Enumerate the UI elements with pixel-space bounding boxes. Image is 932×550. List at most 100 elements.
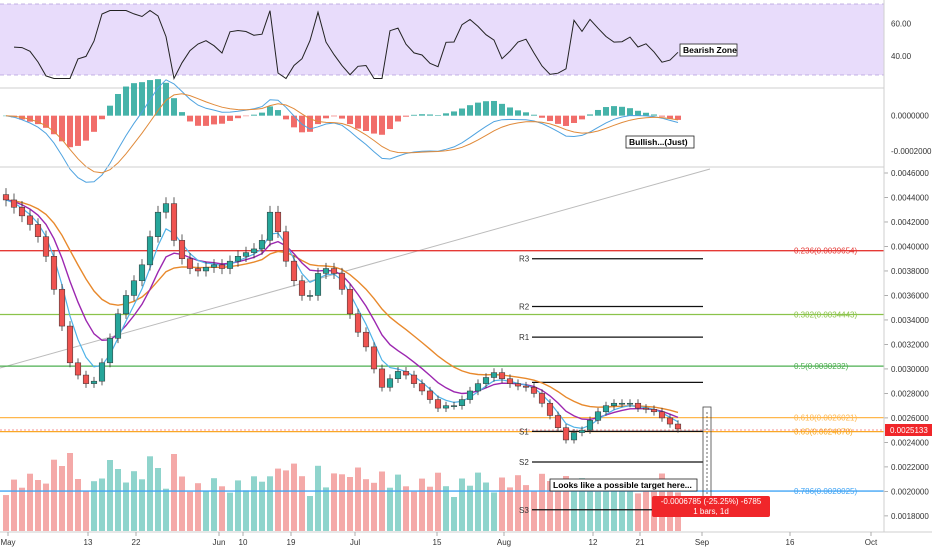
- candle-body: [562, 427, 570, 441]
- macd-histogram-bar: [27, 115, 33, 122]
- volume-bar: [339, 474, 345, 531]
- candle-body: [90, 380, 98, 384]
- rsi-axis-tick-label: 60.00: [891, 19, 912, 28]
- candle-body: [282, 231, 290, 262]
- macd-histogram-bar: [51, 115, 57, 135]
- price-axis-tick-label: 0.0030000: [891, 365, 929, 374]
- volume-bar: [267, 476, 273, 531]
- candle-body: [234, 256, 242, 262]
- volume-bar: [227, 492, 233, 531]
- volume-bar: [291, 463, 297, 531]
- volume-bar: [11, 479, 17, 531]
- macd-histogram-bar: [331, 115, 337, 117]
- price-axis-tick-label: 0.0044000: [891, 193, 929, 202]
- macd-histogram-bar: [459, 108, 465, 116]
- candle-body: [202, 267, 210, 272]
- volume-bar: [523, 485, 529, 531]
- macd-histogram-bar: [163, 82, 169, 116]
- fib-level-label: 0.236(0.0039654): [794, 247, 858, 256]
- target-annotation-box: [549, 478, 698, 492]
- pivot-level-label: R3: [519, 255, 530, 264]
- candle-body: [530, 387, 538, 394]
- volume-bar: [563, 476, 569, 531]
- volume-bar: [491, 492, 497, 531]
- x-axis-tick-label: Sep: [695, 538, 710, 547]
- candle-body: [570, 432, 578, 441]
- x-axis-tick-label: Aug: [497, 538, 511, 547]
- volume-bar: [59, 466, 65, 531]
- pivot-level-label: S2: [519, 458, 529, 467]
- candle-body: [602, 405, 610, 413]
- candle-body: [50, 256, 58, 290]
- macd-histogram-bar: [99, 115, 105, 120]
- macd-histogram-bar: [35, 115, 41, 125]
- macd-histogram-bar: [155, 79, 161, 116]
- macd-histogram-bar: [227, 115, 233, 121]
- x-axis-tick-label: 16: [786, 538, 795, 547]
- candle-body: [210, 264, 218, 268]
- candle-body: [410, 374, 418, 384]
- macd-histogram-bar: [571, 115, 577, 123]
- volume-bar: [147, 456, 153, 531]
- candle-body: [378, 368, 386, 388]
- macd-histogram-bar: [115, 93, 121, 116]
- macd-histogram-bar: [75, 115, 81, 146]
- rsi-annotation-box: [679, 43, 738, 57]
- volume-bar: [459, 478, 465, 531]
- pivot-level-label: R2: [519, 302, 530, 311]
- volume-bar: [251, 476, 257, 531]
- candle-body: [442, 405, 450, 409]
- macd-histogram-bar: [403, 115, 409, 117]
- measure-label-line-1: -0.0006785 (-25.25%) -6785: [661, 497, 762, 506]
- volume-bar: [595, 491, 601, 531]
- fib-level-label: 0.65(0.0024878): [794, 428, 853, 437]
- candle-body: [266, 211, 274, 241]
- volume-bar: [515, 475, 521, 531]
- volume-bar: [403, 486, 409, 531]
- candle-body: [162, 203, 170, 213]
- candle-body: [466, 390, 474, 400]
- volume-bar: [451, 497, 457, 531]
- volume-bar: [27, 473, 33, 531]
- macd-histogram-bar: [643, 112, 649, 116]
- macd-histogram-bar: [339, 115, 345, 119]
- candle-body: [626, 402, 634, 405]
- macd-histogram-bar: [67, 115, 73, 148]
- macd-histogram-bar: [171, 98, 177, 116]
- volume-bar: [307, 496, 313, 531]
- macd-histogram-bar: [291, 115, 297, 128]
- macd-signal-line: [5, 93, 679, 174]
- macd-histogram-bar: [451, 111, 457, 116]
- macd-histogram-bar: [347, 115, 353, 125]
- macd-histogram-bar: [267, 106, 273, 116]
- volume-bar: [67, 453, 73, 531]
- pivot-level-label: R1: [519, 333, 530, 342]
- volume-bar: [235, 480, 241, 531]
- macd-histogram-bar: [131, 83, 137, 116]
- candle-body: [290, 260, 298, 282]
- candle-body: [618, 402, 626, 405]
- x-axis-tick-label: 12: [589, 538, 598, 547]
- candle-body: [74, 362, 82, 376]
- macd-histogram-bar: [315, 115, 321, 125]
- macd-histogram-bar: [395, 115, 401, 122]
- macd-histogram-bar: [555, 115, 561, 124]
- current-price-tag: [885, 424, 932, 436]
- macd-histogram-bar: [491, 100, 497, 116]
- volume-bar: [387, 487, 393, 531]
- macd-annotation: Bullish...(Just): [629, 137, 688, 147]
- volume-bar: [91, 481, 97, 531]
- candle-body: [154, 211, 162, 237]
- volume-bar: [347, 477, 353, 531]
- macd-histogram-bar: [139, 82, 145, 116]
- candle-body: [186, 258, 194, 269]
- macd-histogram-bar: [387, 115, 393, 130]
- volume-bar: [555, 490, 561, 531]
- candle-body: [674, 423, 682, 430]
- candle-body: [274, 211, 282, 233]
- volume-bar: [395, 474, 401, 531]
- candle-body: [490, 372, 498, 378]
- candle-body: [42, 236, 50, 257]
- macd-histogram-bar: [219, 115, 225, 124]
- macd-histogram-bar: [523, 112, 529, 116]
